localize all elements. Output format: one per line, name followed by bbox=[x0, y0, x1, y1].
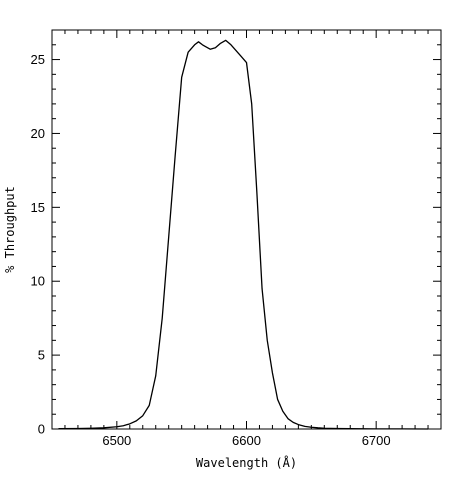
x-tick-labels: 6500 6600 6700 bbox=[102, 433, 390, 448]
y-tick-label: 25 bbox=[31, 52, 45, 67]
throughput-curve bbox=[58, 39, 429, 430]
x-tick-label: 6500 bbox=[102, 433, 131, 448]
major-ticks bbox=[52, 30, 441, 430]
x-tick-label: 6600 bbox=[232, 433, 261, 448]
y-tick-label: 5 bbox=[38, 348, 45, 363]
minor-ticks bbox=[51, 29, 442, 429]
y-tick-label: 10 bbox=[31, 274, 45, 289]
y-tick-label: 20 bbox=[31, 126, 45, 141]
y-tick-labels: 0 5 10 15 20 25 bbox=[31, 52, 45, 436]
x-tick-label: 6700 bbox=[362, 433, 391, 448]
y-tick-label: 0 bbox=[38, 422, 45, 437]
x-axis-title: Wavelength (Å) bbox=[196, 455, 297, 470]
y-tick-label: 15 bbox=[31, 200, 45, 215]
plot-frame bbox=[51, 29, 442, 430]
y-axis-title: % Throughput bbox=[3, 186, 17, 273]
